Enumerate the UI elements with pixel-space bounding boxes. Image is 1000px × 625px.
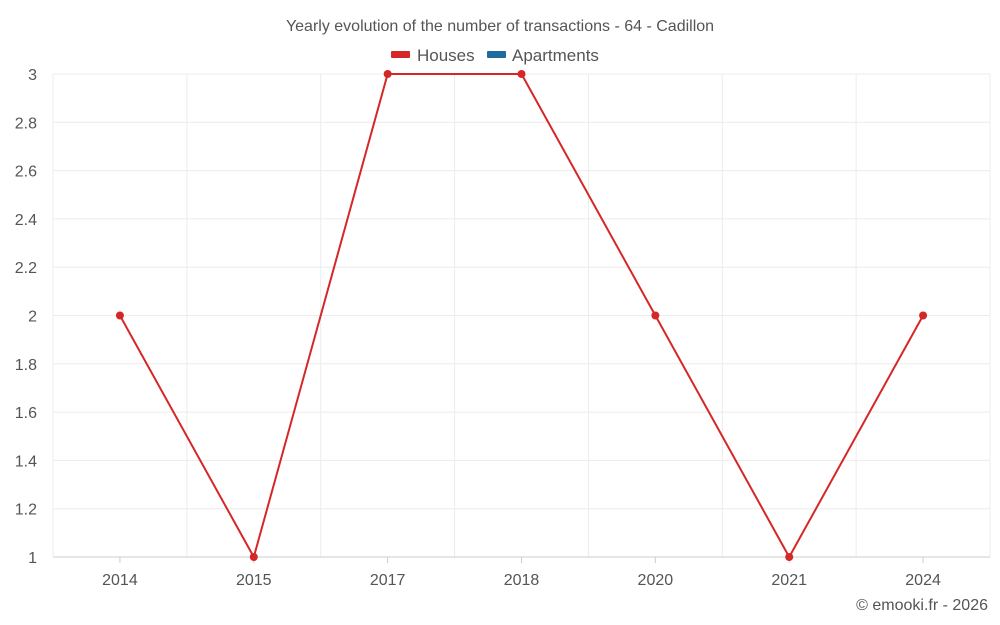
y-axis-ticks: 1 1.2 1.4 1.6 1.8 2 2.2 2.4 2.6 2.8 3: [15, 67, 37, 567]
credit-text: © emooki.fr - 2026: [856, 597, 988, 614]
data-point-houses[interactable]: [249, 553, 258, 561]
legend-swatch-apartments: [487, 51, 506, 58]
legend-swatch-houses: [391, 51, 410, 58]
y-tick-label: 1.6: [15, 405, 37, 422]
x-tick-label: 2018: [504, 572, 540, 589]
data-point-houses[interactable]: [651, 311, 660, 320]
legend-item-houses[interactable]: Houses: [391, 46, 475, 65]
x-tick-label: 2024: [905, 572, 941, 589]
y-tick-label: 1.4: [15, 453, 37, 470]
legend-label-houses: Houses: [417, 46, 475, 65]
y-tick-label: 1.8: [15, 357, 37, 374]
x-tick-label: 2021: [771, 572, 807, 589]
y-tick-label: 2.6: [15, 164, 37, 181]
legend-item-apartments[interactable]: Apartments: [487, 46, 599, 65]
legend: Houses Apartments: [391, 46, 599, 65]
data-point-houses[interactable]: [517, 70, 526, 78]
x-axis-ticks: 2014 2015 2017 2018 2020 2021 2024: [102, 557, 941, 589]
y-tick-label: 2.2: [15, 260, 37, 277]
data-point-houses[interactable]: [115, 311, 124, 320]
x-tick-label: 2015: [236, 572, 272, 589]
series-layer: [115, 70, 928, 561]
series-houses: [115, 70, 928, 561]
legend-label-apartments: Apartments: [512, 46, 599, 65]
y-tick-label: 3: [28, 67, 37, 84]
y-tick-label: 1: [28, 550, 37, 567]
x-tick-label: 2014: [102, 572, 138, 589]
x-tick-label: 2017: [370, 572, 406, 589]
y-tick-label: 2.4: [15, 212, 37, 229]
y-tick-label: 2: [28, 309, 37, 326]
chart-title: Yearly evolution of the number of transa…: [286, 18, 714, 35]
x-tick-label: 2020: [638, 572, 674, 589]
grid: [52, 73, 991, 558]
data-point-houses[interactable]: [785, 553, 794, 561]
data-point-houses[interactable]: [383, 70, 392, 78]
y-tick-label: 2.8: [15, 115, 37, 132]
y-tick-label: 1.2: [15, 502, 37, 519]
data-point-houses[interactable]: [919, 311, 928, 320]
